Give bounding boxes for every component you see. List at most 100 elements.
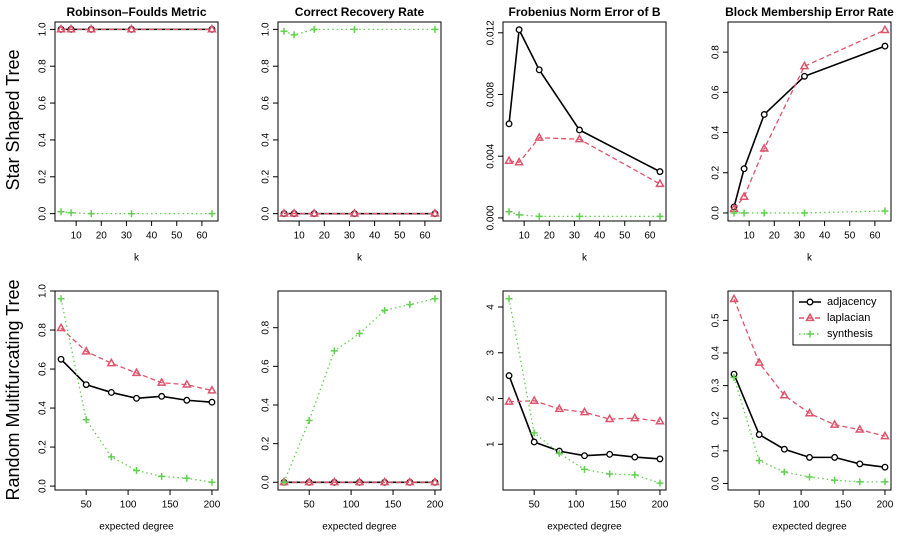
x-tick-label: 150 — [610, 500, 627, 511]
marker — [127, 210, 135, 218]
y-tick-label: 0.0 — [711, 476, 722, 490]
plot-frame — [54, 290, 219, 491]
marker — [855, 424, 865, 433]
y-tick-label: 1.0 — [261, 22, 272, 36]
x-tick-label: 10 — [519, 231, 531, 242]
series-line — [733, 373, 886, 468]
marker — [806, 453, 813, 461]
marker — [182, 379, 192, 388]
marker — [126, 24, 137, 33]
marker — [881, 207, 889, 215]
y-tick-label: 0.8 — [711, 45, 722, 59]
plot-frame — [277, 290, 442, 491]
legend-label: synthesis — [827, 328, 873, 340]
marker — [655, 416, 665, 425]
marker — [880, 430, 890, 440]
y-tick-label: 0.4 — [38, 133, 49, 147]
y-tick-label: 0.4 — [711, 346, 722, 360]
marker — [759, 143, 770, 152]
y-tick-label: 0.6 — [38, 362, 49, 376]
marker — [183, 474, 191, 482]
x-axis-label: expected degree — [99, 522, 174, 533]
x-tick-label: 40 — [146, 231, 158, 242]
y-tick-label: 0.5 — [711, 313, 722, 327]
marker — [730, 209, 738, 217]
x-tick-label: 40 — [369, 231, 381, 242]
marker — [656, 212, 664, 220]
marker — [356, 330, 363, 338]
y-tick-label: 0.4 — [38, 401, 49, 415]
y-tick-label: 0.8 — [261, 320, 272, 334]
marker — [881, 463, 889, 471]
x-tick-label: 60 — [196, 231, 208, 242]
x-tick-label: 40 — [819, 231, 831, 242]
y-tick-label: 0.012 — [486, 20, 497, 45]
panel-title: Block Membership Error Rate — [725, 5, 894, 19]
x-tick-label: 30 — [569, 231, 581, 242]
x-axis-label: k — [807, 253, 813, 264]
marker — [381, 306, 389, 314]
marker — [534, 132, 545, 141]
x-tick-label: 100 — [343, 500, 360, 511]
marker — [514, 157, 524, 166]
x-tick-label: 100 — [793, 500, 810, 511]
x-axis-label: expected degree — [547, 522, 622, 533]
x-tick-label: 10 — [71, 231, 83, 242]
marker — [86, 24, 97, 33]
marker — [280, 478, 288, 486]
panel-title: Correct Recovery Rate — [295, 5, 425, 19]
x-tick-label: 50 — [529, 500, 541, 511]
marker — [405, 476, 415, 486]
marker — [208, 478, 216, 486]
marker — [856, 460, 864, 468]
marker — [57, 295, 65, 303]
x-tick-label: 50 — [304, 500, 316, 511]
marker — [755, 431, 763, 438]
series-line — [509, 400, 661, 423]
marker — [831, 453, 839, 461]
x-tick-label: 30 — [344, 231, 356, 242]
marker — [208, 210, 216, 218]
marker — [730, 373, 738, 381]
x-tick-label: 20 — [769, 231, 781, 242]
marker — [804, 408, 815, 417]
marker — [280, 27, 288, 35]
marker — [430, 208, 440, 217]
marker — [754, 357, 764, 366]
marker — [82, 381, 90, 389]
y-tick-label: 0.3 — [711, 378, 722, 392]
marker — [515, 26, 523, 34]
marker — [831, 476, 839, 484]
marker — [760, 209, 768, 217]
marker — [739, 191, 749, 201]
x-axis-label: k — [357, 253, 363, 264]
x-tick-label: 50 — [754, 500, 766, 511]
y-tick-label: 1.0 — [38, 284, 49, 298]
series-line — [508, 137, 661, 185]
marker — [87, 210, 95, 218]
x-tick-label: 50 — [619, 231, 631, 242]
marker — [305, 416, 313, 424]
y-tick-label: 0.2 — [38, 169, 49, 183]
y-tick-label: 1 — [486, 441, 497, 447]
marker — [431, 25, 439, 33]
marker — [805, 312, 815, 322]
marker — [554, 403, 565, 413]
marker — [656, 455, 664, 463]
marker — [801, 72, 808, 80]
y-tick-label: 0.000 — [486, 205, 497, 230]
marker — [430, 476, 440, 486]
marker — [505, 372, 513, 380]
marker — [207, 385, 217, 394]
marker — [158, 392, 166, 400]
y-tick-label: 0.4 — [711, 125, 722, 139]
marker — [631, 453, 639, 461]
y-tick-label: 0.6 — [38, 96, 49, 110]
marker — [56, 322, 66, 332]
marker — [106, 357, 117, 367]
marker — [504, 155, 514, 164]
series-line — [60, 298, 213, 483]
plot-frame — [54, 21, 219, 222]
x-tick-label: 20 — [544, 231, 556, 242]
panel-title: Frobenius Norm Error of B — [508, 5, 660, 19]
